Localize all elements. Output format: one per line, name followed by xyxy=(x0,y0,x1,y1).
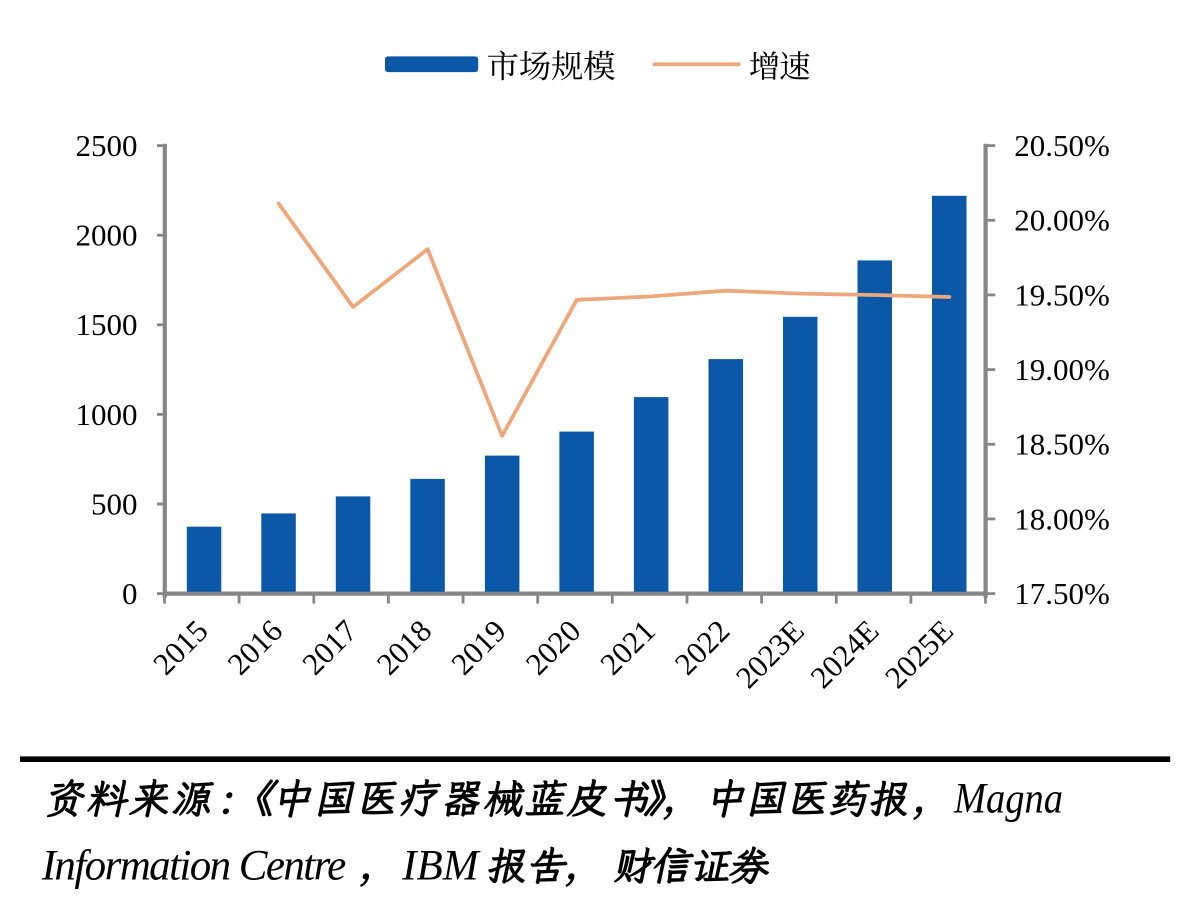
svg-text:2500: 2500 xyxy=(76,128,138,163)
svg-text:1500: 1500 xyxy=(76,307,138,342)
svg-text:18.00%: 18.00% xyxy=(1014,501,1110,536)
svg-text:17.50%: 17.50% xyxy=(1014,576,1110,611)
svg-text:2000: 2000 xyxy=(76,218,138,253)
svg-text:500: 500 xyxy=(91,486,138,521)
svg-text:20.50%: 20.50% xyxy=(1014,128,1110,163)
svg-text:19.50%: 19.50% xyxy=(1014,277,1110,312)
svg-text:Magna: Magna xyxy=(953,776,1063,823)
svg-text:18.50%: 18.50% xyxy=(1014,427,1110,462)
svg-text:Information Centre: Information Centre xyxy=(41,843,347,890)
svg-text:19.00%: 19.00% xyxy=(1014,352,1110,387)
svg-text:20.00%: 20.00% xyxy=(1014,203,1110,238)
svg-text:0: 0 xyxy=(122,576,138,611)
svg-text:IBM: IBM xyxy=(401,843,481,890)
svg-text:1000: 1000 xyxy=(76,397,138,432)
